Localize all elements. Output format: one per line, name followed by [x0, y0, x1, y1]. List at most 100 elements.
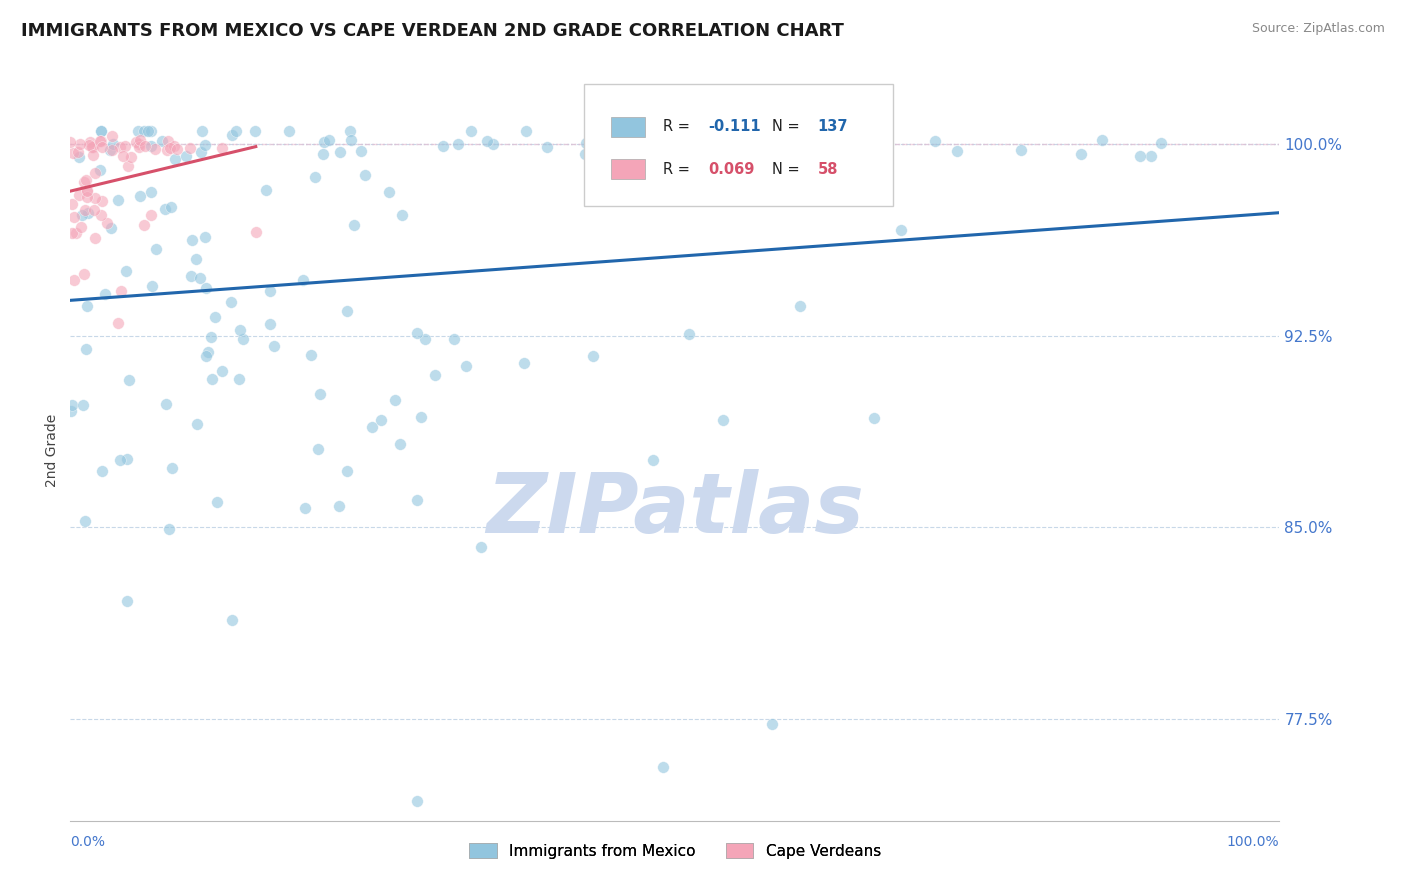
- Point: [82, 148, 104, 162]
- Point: [581, 124, 603, 138]
- Point: [204, 310, 226, 325]
- FancyBboxPatch shape: [610, 117, 645, 137]
- Point: [91, 140, 114, 154]
- Point: [76, 183, 98, 197]
- FancyBboxPatch shape: [585, 84, 893, 206]
- Point: [405, 326, 427, 341]
- Point: [574, 147, 596, 161]
- Point: [1140, 149, 1163, 163]
- Point: [312, 135, 335, 149]
- Point: [125, 135, 148, 149]
- Point: [90, 124, 112, 138]
- Point: [678, 326, 700, 341]
- Point: [336, 464, 359, 478]
- Point: [890, 222, 912, 236]
- Point: [91, 465, 114, 479]
- Point: [336, 303, 359, 318]
- Point: [641, 452, 664, 467]
- Point: [194, 349, 217, 363]
- Point: [211, 364, 233, 378]
- Point: [388, 437, 411, 451]
- Point: [156, 134, 179, 148]
- Point: [221, 128, 243, 142]
- Point: [845, 139, 868, 153]
- Point: [63, 211, 86, 225]
- Point: [668, 130, 690, 145]
- Point: [150, 134, 173, 148]
- Point: [406, 493, 429, 508]
- Point: [391, 208, 413, 222]
- Point: [190, 145, 212, 159]
- Point: [354, 168, 377, 182]
- Point: [475, 134, 498, 148]
- Point: [67, 150, 90, 164]
- Point: [60, 398, 83, 412]
- Point: [62, 227, 84, 241]
- Point: [245, 124, 267, 138]
- Point: [65, 226, 87, 240]
- Point: [460, 124, 482, 138]
- Point: [1091, 133, 1114, 147]
- Point: [423, 368, 446, 383]
- Point: [245, 225, 267, 239]
- Point: [83, 203, 105, 218]
- Point: [155, 396, 177, 410]
- Point: [278, 124, 301, 138]
- Point: [361, 420, 384, 434]
- Point: [432, 138, 454, 153]
- Legend: Immigrants from Mexico, Cape Verdeans: Immigrants from Mexico, Cape Verdeans: [463, 837, 887, 865]
- Point: [343, 219, 366, 233]
- Point: [110, 284, 132, 298]
- Point: [668, 145, 690, 160]
- Point: [73, 175, 96, 189]
- Point: [184, 252, 207, 267]
- Point: [129, 189, 152, 203]
- Point: [513, 356, 536, 370]
- Point: [70, 208, 93, 222]
- Point: [84, 231, 107, 245]
- Point: [200, 329, 222, 343]
- Point: [83, 166, 105, 180]
- Text: ZIPatlas: ZIPatlas: [486, 469, 863, 550]
- Point: [219, 295, 242, 310]
- Point: [761, 716, 783, 731]
- Point: [73, 268, 96, 282]
- Point: [96, 216, 118, 230]
- FancyBboxPatch shape: [610, 159, 645, 179]
- Point: [75, 515, 97, 529]
- Point: [318, 133, 340, 147]
- Point: [134, 124, 156, 138]
- Point: [304, 169, 326, 184]
- Point: [67, 188, 90, 202]
- Y-axis label: 2nd Grade: 2nd Grade: [45, 414, 59, 487]
- Point: [589, 145, 612, 159]
- Point: [100, 221, 122, 235]
- Point: [98, 143, 121, 157]
- Point: [134, 139, 156, 153]
- Point: [62, 145, 84, 160]
- Point: [160, 200, 183, 214]
- Point: [75, 202, 97, 217]
- Point: [180, 233, 202, 247]
- Point: [59, 404, 82, 418]
- Point: [232, 332, 254, 346]
- Point: [72, 398, 94, 412]
- Point: [179, 141, 201, 155]
- Point: [651, 760, 673, 774]
- Point: [139, 209, 162, 223]
- Point: [443, 332, 465, 346]
- Point: [221, 613, 243, 627]
- Text: Source: ZipAtlas.com: Source: ZipAtlas.com: [1251, 22, 1385, 36]
- Point: [200, 372, 222, 386]
- Point: [188, 271, 211, 285]
- Text: 0.0%: 0.0%: [70, 836, 105, 849]
- Text: 58: 58: [817, 161, 838, 177]
- Point: [90, 124, 112, 138]
- Point: [111, 149, 134, 163]
- Point: [863, 411, 886, 425]
- Point: [312, 146, 335, 161]
- Point: [107, 316, 129, 330]
- Point: [456, 359, 478, 373]
- Point: [136, 124, 159, 138]
- Point: [470, 540, 492, 554]
